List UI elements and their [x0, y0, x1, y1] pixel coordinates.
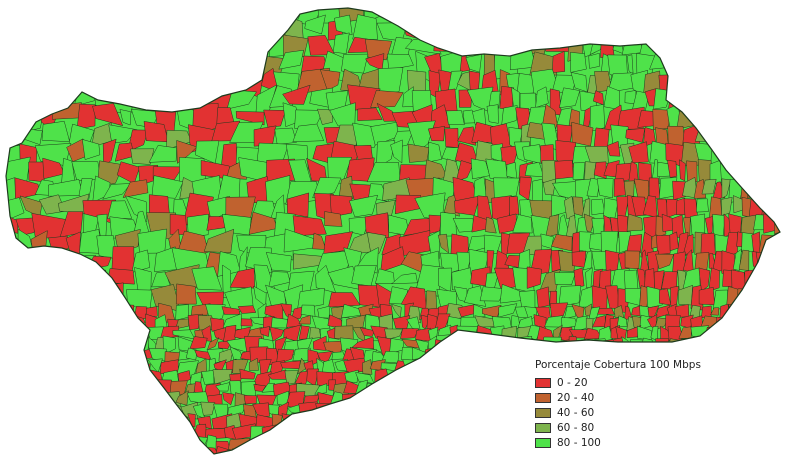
legend-label: 0 - 20: [557, 376, 588, 389]
legend-item: 0 - 20: [535, 375, 755, 390]
legend-item: 80 - 100: [535, 436, 755, 451]
legend-title: Porcentaje Cobertura 100 Mbps: [535, 359, 701, 371]
region-outline: [5, 7, 781, 455]
legend-swatch: [535, 377, 551, 388]
legend-label: 60 - 80: [557, 422, 595, 435]
legend-item: 40 - 60: [535, 405, 755, 420]
map-legend: Porcentaje Cobertura 100 Mbps 0 - 20 20 …: [535, 358, 755, 451]
legend-label: 80 - 100: [557, 437, 601, 450]
legend-swatch: [535, 392, 551, 403]
legend-label: 40 - 60: [557, 406, 595, 419]
legend-item: 60 - 80: [535, 421, 755, 436]
legend-swatch: [535, 407, 551, 418]
legend-swatch: [535, 438, 551, 449]
legend-item: 20 - 40: [535, 390, 755, 405]
legend-label: 20 - 40: [557, 391, 595, 404]
legend-swatch: [535, 423, 551, 434]
